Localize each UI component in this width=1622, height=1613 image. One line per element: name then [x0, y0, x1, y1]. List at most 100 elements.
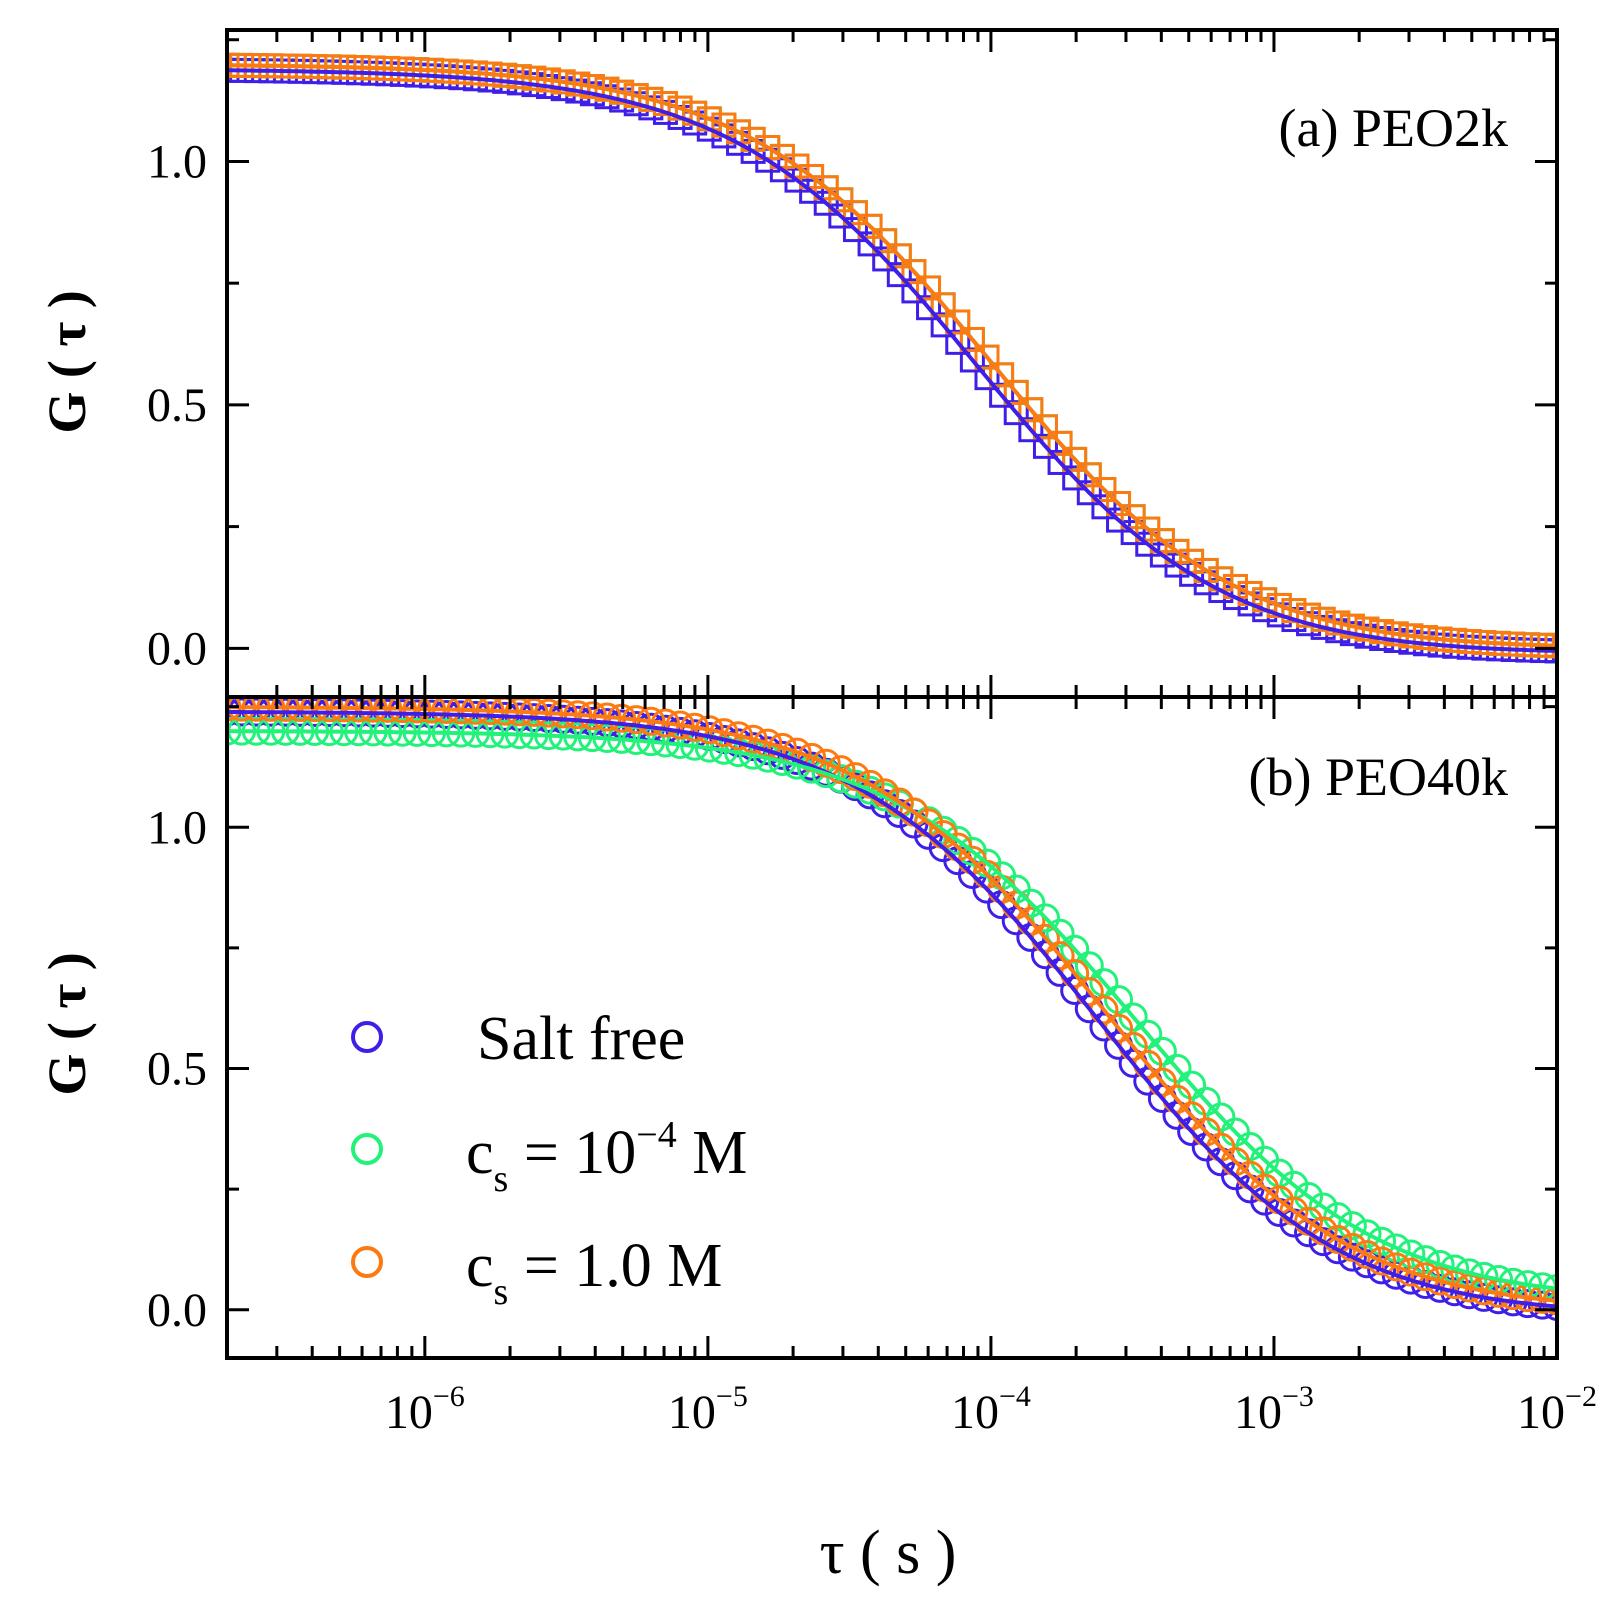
panel-a-point: [857, 231, 883, 257]
panel-a-point: [959, 326, 985, 352]
panel-a-label: (a) PEO2k: [1279, 98, 1508, 158]
panel-a-point: [872, 228, 898, 254]
panel-b-point: [753, 743, 783, 773]
panel-b-point: [840, 762, 870, 792]
panel-a-point: [623, 83, 649, 109]
panel-b-point: [1367, 1255, 1397, 1285]
panel-b-point: [1323, 1235, 1353, 1265]
legend-marker-cs-1e-4: [351, 1133, 383, 1165]
panel-a-point: [1325, 610, 1351, 636]
panel-b-point: [1337, 1232, 1367, 1262]
panel-b-fit-line-1: [227, 729, 1557, 1291]
x-tick-label: 10−4: [951, 1380, 1031, 1439]
panel-a-point: [1047, 449, 1073, 475]
panel-a: 0.0 0.5 1.0 (a) PEO2k G ( τ ): [37, 28, 1559, 699]
panel-a-point: [901, 259, 927, 285]
panel-a-point: [901, 278, 927, 304]
panel-b-point: [1016, 888, 1046, 918]
panel-a-point: [872, 246, 898, 272]
panel-b-point: [1410, 1262, 1440, 1292]
panel-b-point: [709, 718, 739, 748]
panel-a-point: [930, 292, 956, 318]
x-tick-label: 10−3: [1234, 1380, 1314, 1439]
x-axis-label: τ ( s ): [820, 1519, 957, 1587]
panel-a-fit-line-0: [227, 68, 1557, 653]
panel-a-point: [813, 190, 839, 216]
panel-b-point: [1425, 1266, 1455, 1296]
legend-marker-salt-free: [351, 1021, 383, 1053]
panel-b-point: [1030, 903, 1060, 933]
panel-b-point: [724, 721, 754, 751]
panel-a-point: [1018, 417, 1044, 443]
panel-a-point: [945, 309, 971, 335]
panel-b-fit-line-0: [227, 710, 1557, 1309]
panel-b-point: [1352, 1240, 1382, 1270]
x-tick-label: 10−5: [668, 1380, 748, 1439]
panel-a-point: [1076, 480, 1102, 506]
legend-entry-cs-1e-4: cs = 10−4 M: [351, 1114, 747, 1200]
panel-b-point: [753, 728, 783, 758]
panel-a-y-axis-label: G ( τ ): [37, 290, 97, 433]
panel-b-y-axis-label: G ( τ ): [37, 952, 97, 1095]
legend-cs1-rest: = 1.0 M: [508, 1232, 722, 1300]
panel-b-point: [1308, 1192, 1338, 1222]
panel-a-point: [916, 295, 942, 321]
panel-a-point: [1091, 477, 1117, 503]
legend-label-cs-1: cs = 1.0 M: [466, 1232, 722, 1313]
panel-b-point: [1367, 1246, 1397, 1276]
panel-b-label: (b) PEO40k: [1249, 747, 1508, 807]
legend-entry-cs-1: cs = 1.0 M: [351, 1232, 722, 1313]
panel-a-point: [828, 203, 854, 229]
legend-label-cs-1e-4: cs = 10−4 M: [466, 1114, 747, 1200]
x-tick-label: 10−6: [385, 1380, 465, 1439]
panel-a-point: [989, 382, 1015, 408]
legend-cs1-c: c: [466, 1232, 494, 1300]
legend-cs-rest: = 10: [508, 1119, 636, 1187]
panel-b-fit-line-2: [227, 705, 1557, 1303]
panel-a-point: [886, 243, 912, 269]
panel-a-point: [916, 275, 942, 301]
panel-b-point: [1440, 1277, 1470, 1307]
panel-a-point: [974, 344, 1000, 370]
panel-b-point: [1104, 985, 1134, 1015]
panel-b-y-tick-label: 0.5: [147, 1043, 207, 1096]
panel-b-frame: [225, 695, 1559, 1360]
panel-b-point: [1191, 1086, 1221, 1116]
panel-a-point: [1047, 430, 1073, 456]
panel-a-point: [857, 213, 883, 239]
legend-entry-salt-free: Salt free: [351, 1005, 685, 1073]
legend-cs-c: c: [466, 1119, 494, 1187]
panel-a-y-tick-label: 0.0: [147, 622, 207, 675]
x-tick-labels: 10−6 10−5 10−4 10−3 10−2: [385, 1380, 1597, 1439]
legend-marker-cs-1: [351, 1246, 383, 1278]
panel-a-point: [1164, 552, 1190, 578]
panel-a-y-tick-label: 0.5: [147, 379, 207, 432]
panel-b-point: [680, 712, 710, 742]
panel-a-point: [1003, 400, 1029, 426]
panel-a-point: [1296, 602, 1322, 628]
panel-a-point: [594, 76, 620, 102]
panel-a-plot-area: [227, 52, 1557, 664]
panel-a-point: [842, 200, 868, 226]
panel-a-point: [1062, 465, 1088, 491]
panel-b-y-tick-label: 1.0: [147, 801, 207, 854]
panel-b-series: [227, 697, 1557, 1322]
panel-a-point: [638, 86, 664, 112]
panel-b-point: [1118, 1002, 1148, 1032]
legend: Salt free cs = 10−4 M cs = 1.0 M: [351, 1005, 747, 1313]
panel-b-point: [1323, 1225, 1353, 1255]
panel-a-fit-line-2: [227, 63, 1557, 648]
panel-b-plot-area: [227, 697, 1557, 1322]
panel-b-point: [1060, 934, 1090, 964]
x-tick-label: 10−2: [1517, 1380, 1597, 1439]
panel-a-point: [1018, 397, 1044, 423]
legend-cs-tail: M: [677, 1119, 748, 1187]
panel-b-point: [1440, 1270, 1470, 1300]
panel-a-point: [930, 312, 956, 338]
panel-a-point: [1032, 414, 1058, 440]
panel-a-point: [1076, 462, 1102, 488]
legend-cs-sub: s: [494, 1158, 509, 1200]
panel-b-point: [811, 759, 841, 789]
legend-cs1-sub: s: [494, 1271, 509, 1313]
